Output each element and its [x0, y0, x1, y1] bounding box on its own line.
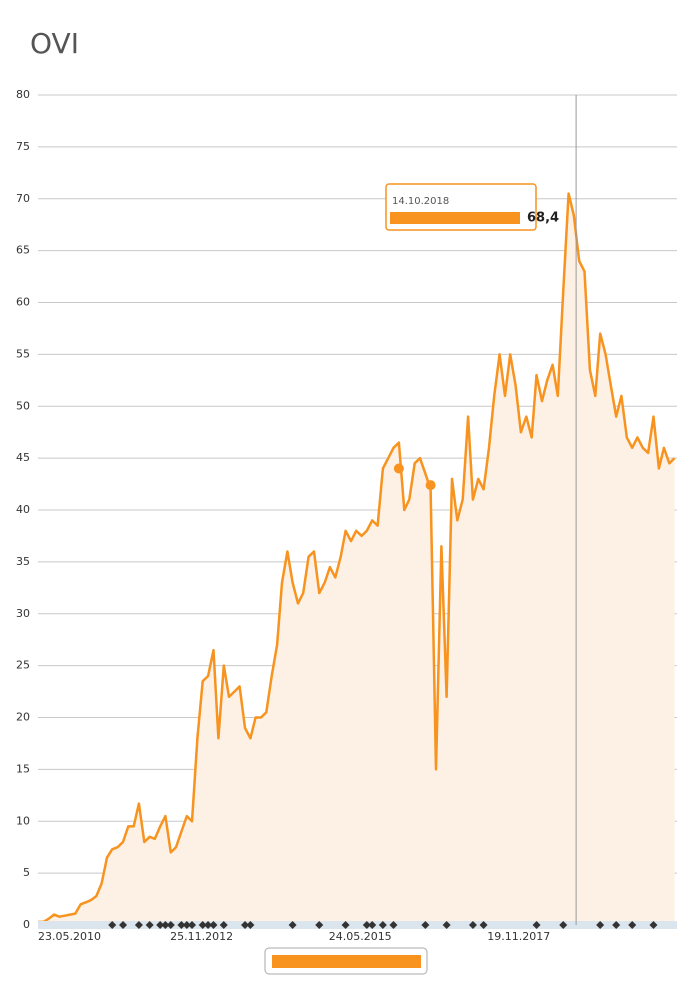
event-diamond — [612, 921, 621, 929]
area — [38, 193, 675, 926]
event-diamond — [315, 921, 324, 929]
event-diamond — [204, 921, 213, 929]
x-tick-label: 23.05.2010 — [38, 930, 101, 943]
event-diamond — [177, 921, 186, 929]
tooltip-date: 14.10.2018 — [392, 196, 449, 207]
legend-swatch — [272, 955, 421, 968]
event-diamond — [468, 921, 477, 929]
event-diamond — [108, 921, 117, 929]
y-tick-label: 30 — [16, 607, 30, 620]
y-tick-label: 10 — [16, 814, 30, 827]
y-tick-label: 45 — [16, 451, 30, 464]
y-tick-label: 65 — [16, 244, 30, 257]
y-tick-label: 40 — [16, 503, 30, 516]
event-diamond — [389, 921, 398, 929]
marker — [425, 480, 436, 491]
y-tick-label: 70 — [16, 192, 30, 205]
tooltip-swatch — [390, 212, 520, 224]
event-diamond — [246, 921, 255, 929]
event-diamond — [368, 921, 377, 929]
y-tick-label: 25 — [16, 659, 30, 672]
y-tick-label: 50 — [16, 399, 30, 412]
plot — [38, 192, 676, 926]
legend — [272, 955, 421, 968]
navigator-strip — [38, 921, 677, 929]
event-diamond — [166, 921, 175, 929]
y-tick-label: 55 — [16, 347, 30, 360]
event-diamond — [198, 921, 207, 929]
event-diamond — [532, 921, 541, 929]
y-tick-label: 20 — [16, 711, 30, 724]
marker — [393, 463, 404, 474]
event-diamond — [119, 921, 128, 929]
event-diamond — [188, 921, 197, 929]
event-diamond — [362, 921, 371, 929]
event-diamond — [161, 921, 170, 929]
event-diamond — [156, 921, 165, 929]
event-diamond — [134, 921, 143, 929]
event-diamond — [341, 921, 350, 929]
event-diamond — [378, 921, 387, 929]
y-tick-label: 0 — [23, 918, 30, 931]
event-diamond — [145, 921, 154, 929]
event-diamond — [596, 921, 605, 929]
x-tick-label: 25.11.2012 — [170, 930, 233, 943]
y-tick-label: 75 — [16, 140, 30, 153]
event-diamond — [649, 921, 658, 929]
chart-title: OVI — [30, 27, 79, 60]
event-diamond — [209, 921, 218, 929]
event-diamond — [288, 921, 297, 929]
event-diamond — [241, 921, 250, 929]
event-diamond — [182, 921, 191, 929]
x-tick-label: 24.05.2015 — [329, 930, 392, 943]
tooltip: 14.10.2018 68,4 — [385, 95, 577, 925]
y-tick-label: 60 — [16, 296, 30, 309]
event-diamond — [479, 921, 488, 929]
marks — [108, 463, 658, 929]
event-diamond — [628, 921, 637, 929]
event-diamond — [219, 921, 228, 929]
y-tick-label: 80 — [16, 88, 30, 101]
y-tick-label: 5 — [23, 866, 30, 879]
x-tick-label: 19.11.2017 — [487, 930, 550, 943]
y-tick-label: 15 — [16, 762, 30, 775]
event-diamond — [442, 921, 451, 929]
line — [38, 192, 676, 924]
event-diamond — [421, 921, 430, 929]
event-diamond — [559, 921, 568, 929]
y-tick-label: 35 — [16, 555, 30, 568]
tooltip-value: 68,4 — [527, 211, 559, 226]
